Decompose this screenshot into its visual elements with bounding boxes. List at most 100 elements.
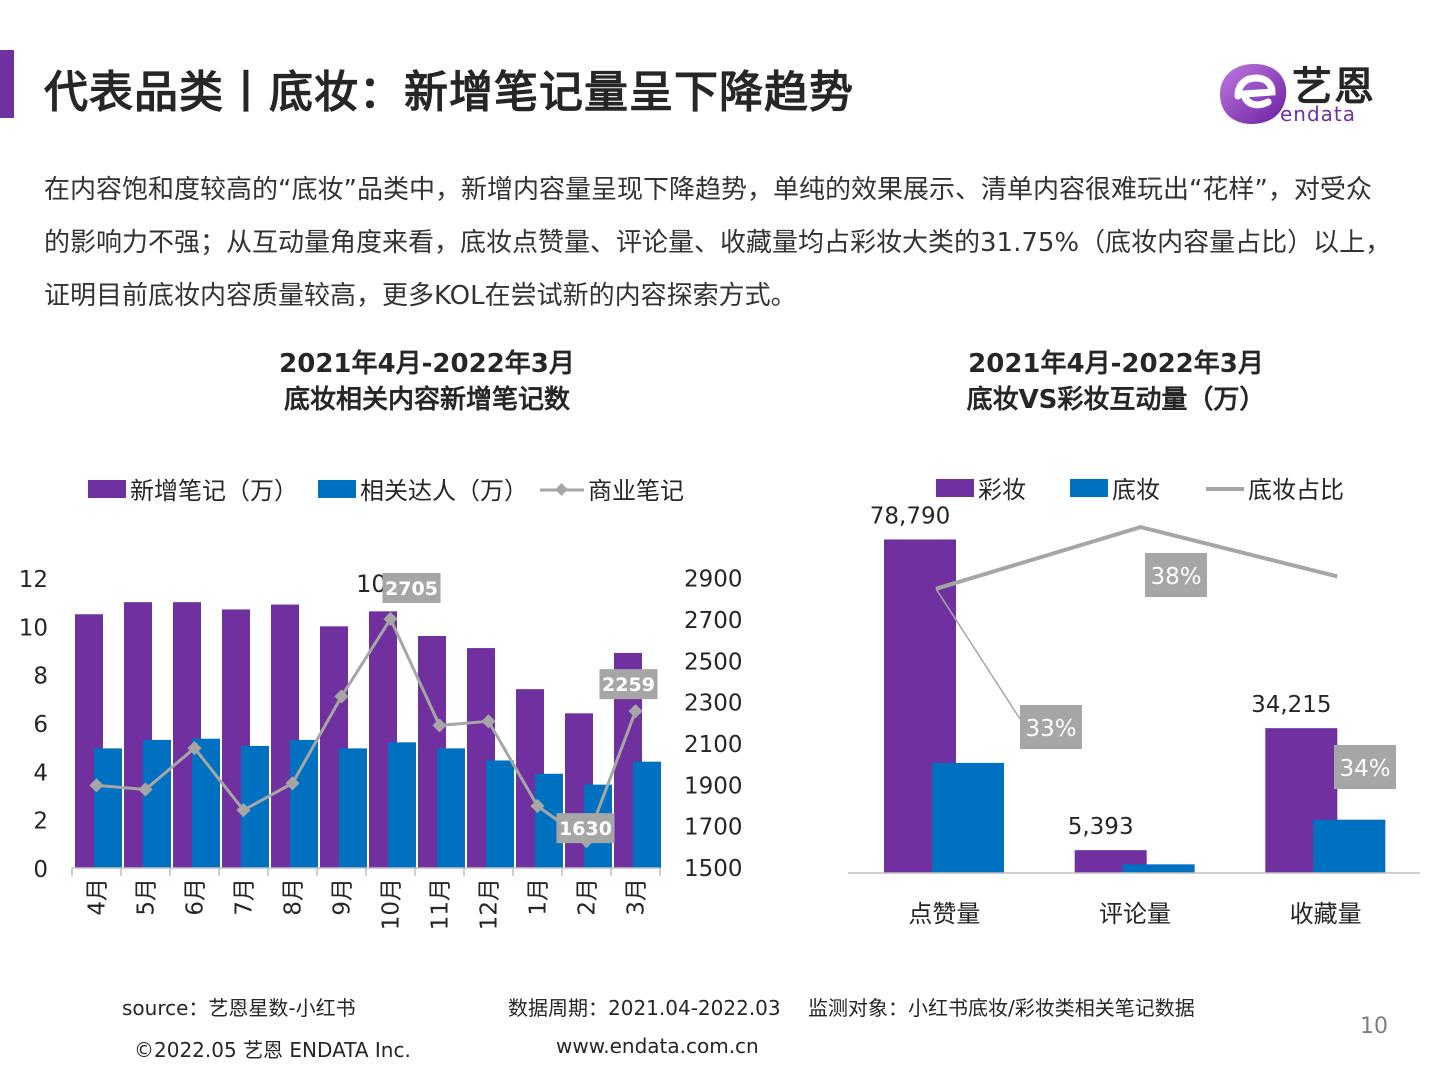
footer-scope: 监测对象：小红书底妆/彩妆类相关笔记数据 [808, 996, 1195, 1020]
legend-label-0: 彩妆 [978, 476, 1026, 504]
page-title: 代表品类丨底妆：新增笔记量呈下降趋势 [44, 67, 854, 118]
x-tick-label: 3月 [624, 878, 650, 916]
y-left-tick-label: 8 [33, 664, 48, 690]
x-tick-label: 评论量 [1099, 900, 1171, 928]
footer-period: 数据周期：2021.04-2022.03 [508, 996, 781, 1020]
y-right-tick-label: 2500 [684, 649, 743, 675]
commercial-notes-line [96, 615, 637, 844]
legend-label-1: 相关达人（万） [360, 477, 528, 505]
y-right-tick-label: 1700 [684, 815, 743, 841]
x-tick-label: 1月 [526, 878, 552, 916]
ratio-label-box [1145, 553, 1207, 597]
x-tick-label: 9月 [330, 878, 356, 916]
y-right-tick-label: 1900 [684, 773, 743, 799]
line-value-label: 2705 [385, 578, 438, 600]
footer-source: source：艺恩星数-小红书 [122, 996, 356, 1020]
x-tick-label: 点赞量 [908, 900, 980, 928]
ratio-label-box [1334, 745, 1396, 789]
y-left-tick-label: 4 [33, 760, 48, 786]
legend-swatch-0 [88, 480, 126, 498]
bar-creators [143, 739, 171, 868]
intro-paragraph: 在内容饱和度较高的“底妆”品类中，新增内容量呈现下降趋势，单纯的效果展示、清单内… [44, 175, 1392, 311]
ratio-label-box [1020, 705, 1082, 749]
bar-creators [94, 748, 122, 868]
left-chart-title-line1: 2021年4月-2022年3月 [279, 349, 575, 379]
ratio-label: 38% [1150, 564, 1201, 590]
y-right-tick-label: 2100 [684, 732, 743, 758]
footer-copyright: ©2022.05 艺恩 ENDATA Inc. [134, 1038, 411, 1062]
ratio-label: 33% [1025, 716, 1076, 742]
y-right-tick-label: 2900 [684, 567, 743, 593]
bar-base-makeup [1122, 864, 1195, 873]
line-value-box [556, 813, 615, 844]
bar-base-makeup [1313, 819, 1386, 873]
logo-english-text: endata [1280, 102, 1357, 126]
legend-swatch-1 [1070, 479, 1108, 497]
legend-swatch-1 [318, 480, 356, 498]
bar-creators [486, 760, 514, 868]
bar-value-label: 78,790 [870, 503, 950, 529]
line-value-label: 2259 [602, 674, 655, 696]
x-tick-label: 2月 [575, 878, 601, 916]
x-tick-label: 11月 [428, 878, 454, 930]
legend-label-2: 底妆占比 [1248, 476, 1344, 504]
legend-label-0: 新增笔记（万） [130, 477, 298, 505]
commercial-notes-point [187, 741, 202, 756]
legend-label-2: 商业笔记 [588, 477, 684, 505]
ratio-label-leader [935, 588, 1021, 720]
x-tick-label: 5月 [134, 878, 160, 916]
x-tick-label: 7月 [232, 878, 258, 916]
footer-website: www.endata.com.cn [556, 1034, 759, 1058]
endata-logo-mark [1220, 64, 1287, 124]
page-number: 10 [1360, 1014, 1388, 1039]
commercial-notes-point [432, 718, 447, 733]
commercial-notes-point [138, 782, 153, 797]
bar-creators [388, 742, 416, 868]
line-value-box [599, 669, 658, 700]
bar-creators [437, 748, 465, 868]
ratio-label: 34% [1339, 756, 1390, 782]
left-chart-title: 2021年4月-2022年3月 底妆相关内容新增笔记数 [222, 346, 632, 418]
y-left-tick-label: 2 [33, 809, 48, 835]
x-tick-label: 收藏量 [1290, 900, 1362, 928]
y-left-tick-label: 0 [33, 857, 48, 883]
commercial-notes-point [628, 704, 643, 719]
bar-creators [339, 748, 367, 868]
line-value-box [382, 572, 441, 603]
y-left-tick-label: 12 [19, 567, 48, 593]
title-accent-bar [0, 50, 14, 118]
logo-chinese-text: 艺恩 [1292, 64, 1376, 110]
commercial-notes-point [530, 798, 545, 814]
commercial-notes-point [236, 803, 251, 818]
commercial-notes-point [334, 689, 349, 704]
legend-swatch-0 [936, 479, 974, 497]
x-tick-label: 12月 [477, 878, 503, 930]
x-tick-label: 8月 [281, 878, 307, 916]
endata-logo: 艺恩 endata [1216, 56, 1396, 128]
commercial-notes-point [481, 714, 496, 729]
ratio-line [935, 525, 1338, 591]
bar-base-makeup [932, 762, 1004, 873]
left-chart-title-line2: 底妆相关内容新增笔记数 [283, 385, 570, 415]
right-chart-title-line2: 底妆VS彩妆互动量（万） [966, 385, 1266, 415]
y-left-tick-label: 10 [19, 615, 48, 641]
bar-creators [192, 738, 220, 868]
legend-label-1: 底妆 [1112, 476, 1160, 504]
y-right-tick-label: 2700 [684, 608, 743, 634]
bar-creators [633, 761, 661, 868]
y-right-tick-label: 2300 [684, 691, 743, 717]
right-chart-title: 2021年4月-2022年3月 底妆VS彩妆互动量（万） [916, 346, 1316, 418]
bar-value-label: 5,393 [1068, 814, 1134, 840]
y-left-tick-label: 6 [33, 712, 48, 738]
y-right-tick-label: 1500 [684, 856, 743, 882]
commercial-notes-point [89, 778, 104, 793]
right-chart-title-line1: 2021年4月-2022年3月 [968, 349, 1264, 379]
bar-value-label: 34,215 [1251, 692, 1331, 718]
commercial-notes-point [383, 611, 398, 627]
line-value-label: 1630 [559, 818, 612, 840]
x-tick-label: 10月 [379, 878, 405, 930]
x-tick-label: 4月 [85, 878, 111, 916]
x-tick-label: 6月 [183, 878, 209, 916]
